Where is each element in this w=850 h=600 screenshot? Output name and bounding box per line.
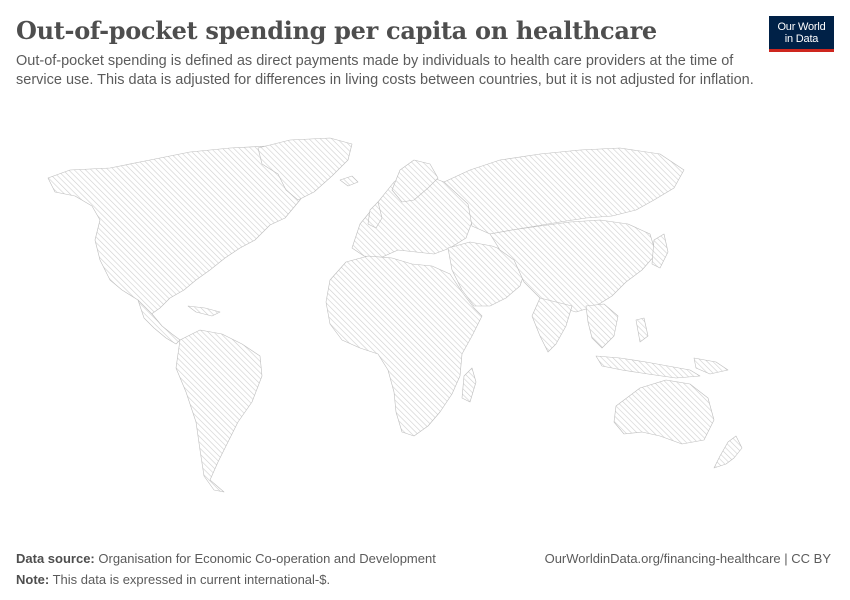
world-map[interactable]: [0, 130, 850, 510]
footer-sources: Data source: Organisation for Economic C…: [16, 548, 536, 590]
source-link[interactable]: Organisation for Economic Co-operation a…: [98, 551, 436, 566]
footer-separator: |: [780, 551, 792, 566]
note-text: This data is expressed in current intern…: [52, 572, 331, 587]
region-central-america[interactable]: [137, 299, 181, 345]
region-southeast-asia[interactable]: [585, 303, 619, 349]
region-japan[interactable]: [651, 233, 669, 269]
footer-attribution: OurWorldinData.org/financing-healthcare …: [545, 548, 831, 569]
source-line: Data source: Organisation for Economic C…: [16, 548, 536, 569]
region-africa[interactable]: [325, 255, 483, 437]
region-caribbean[interactable]: [187, 305, 221, 317]
owid-logo[interactable]: Our World in Data: [769, 16, 834, 52]
region-uk[interactable]: [367, 201, 383, 229]
region-south-america[interactable]: [175, 329, 263, 493]
region-madagascar[interactable]: [461, 367, 477, 403]
chart-title: Out-of-pocket spending per capita on hea…: [16, 16, 657, 45]
owid-url-link[interactable]: OurWorldinData.org/financing-healthcare: [544, 551, 781, 566]
logo-line-1: Our World: [777, 20, 826, 33]
license-link[interactable]: CC BY: [791, 551, 831, 566]
region-greenland[interactable]: [257, 137, 353, 201]
region-middle-east[interactable]: [447, 241, 527, 307]
source-label: Data source:: [16, 551, 95, 566]
note-line: Note: This data is expressed in current …: [16, 569, 536, 590]
region-indonesia[interactable]: [595, 355, 701, 379]
region-new-zealand[interactable]: [713, 435, 743, 469]
region-iceland[interactable]: [339, 175, 359, 187]
region-philippines[interactable]: [635, 317, 649, 343]
region-russia[interactable]: [443, 147, 685, 235]
region-papua[interactable]: [693, 357, 729, 375]
region-australia[interactable]: [613, 379, 715, 445]
logo-line-2: in Data: [784, 32, 819, 45]
region-north-america[interactable]: [47, 143, 346, 316]
chart-subtitle: Out-of-pocket spending is defined as dir…: [16, 53, 754, 88]
note-label: Note:: [16, 572, 50, 587]
region-india[interactable]: [531, 297, 573, 353]
region-asia[interactable]: [489, 219, 657, 313]
region-scandinavia[interactable]: [391, 159, 439, 203]
